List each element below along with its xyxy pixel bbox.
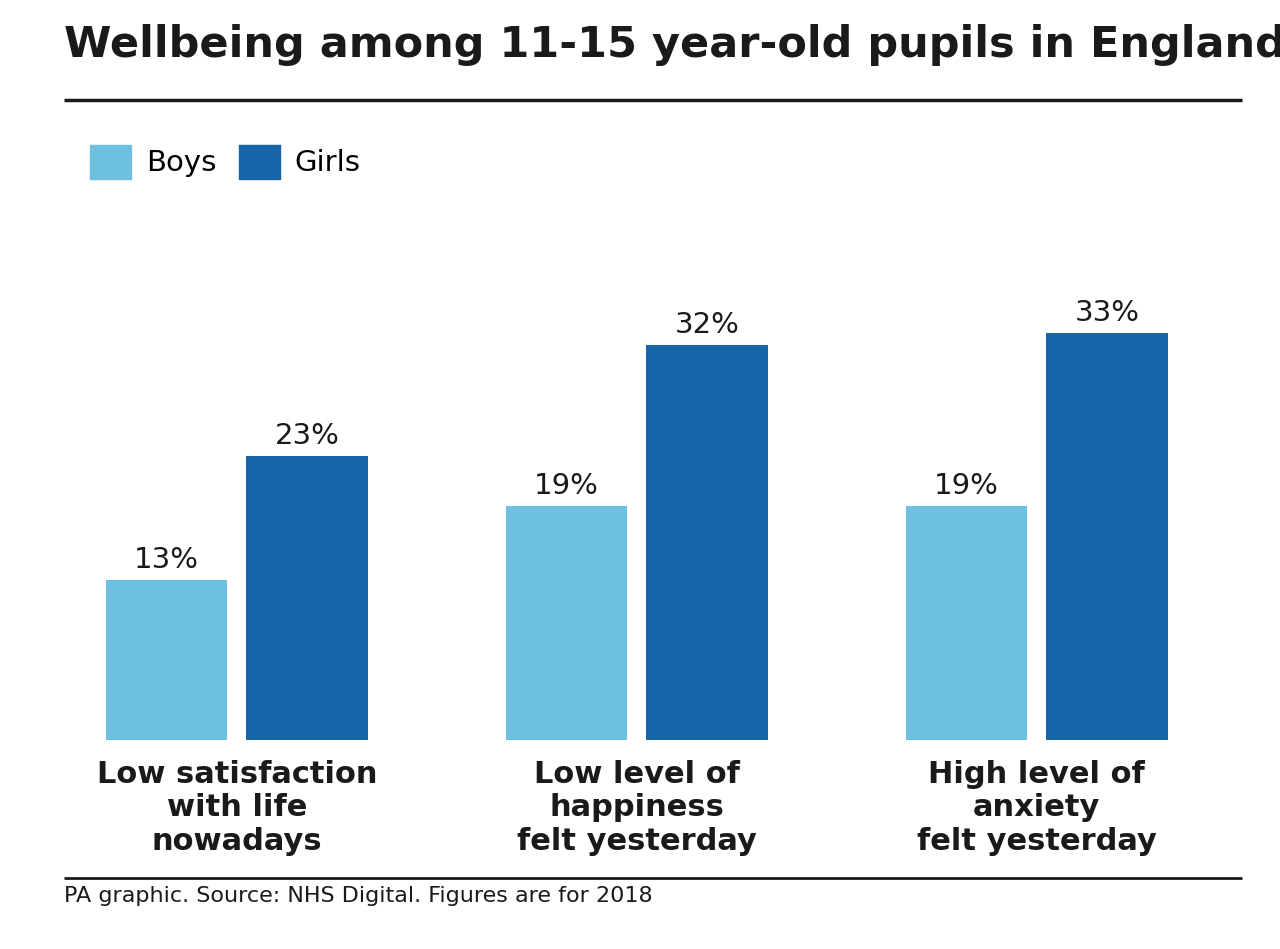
Text: Wellbeing among 11-15 year-old pupils in England: Wellbeing among 11-15 year-old pupils in… xyxy=(64,24,1280,65)
Bar xyxy=(646,345,768,740)
Bar xyxy=(506,506,627,740)
Legend: Boys, Girls: Boys, Girls xyxy=(78,133,372,190)
Bar xyxy=(106,580,228,740)
Text: 23%: 23% xyxy=(275,422,339,450)
Text: 13%: 13% xyxy=(134,546,198,573)
Bar xyxy=(906,506,1028,740)
Text: 33%: 33% xyxy=(1075,299,1139,326)
Bar xyxy=(246,456,369,740)
Text: 19%: 19% xyxy=(534,472,599,499)
Text: 19%: 19% xyxy=(934,472,998,499)
Text: PA graphic. Source: NHS Digital. Figures are for 2018: PA graphic. Source: NHS Digital. Figures… xyxy=(64,886,653,906)
Bar xyxy=(1046,333,1169,740)
Text: 32%: 32% xyxy=(675,311,740,339)
